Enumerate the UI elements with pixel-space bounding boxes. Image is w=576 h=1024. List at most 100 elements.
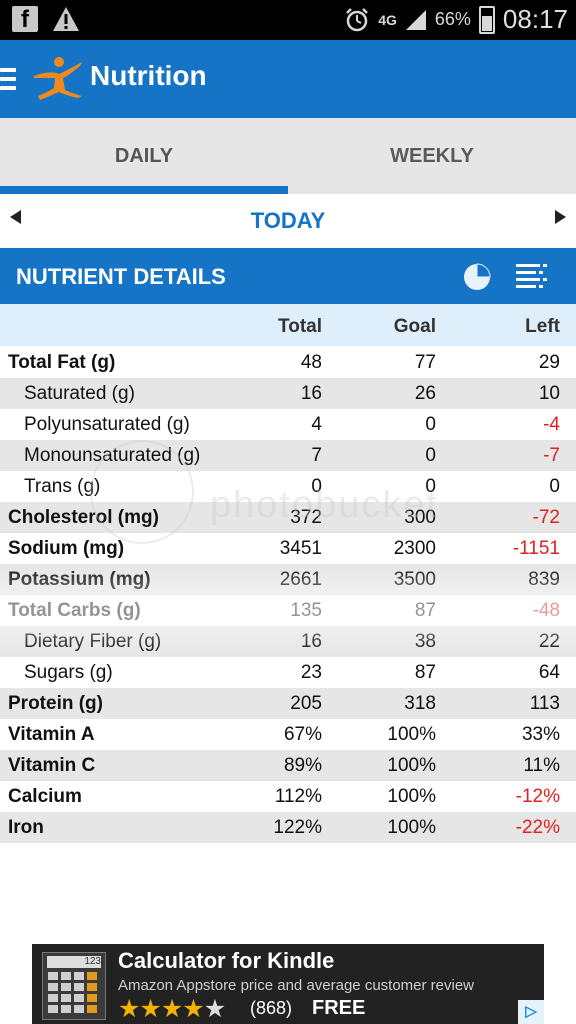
nutrient-name: Iron xyxy=(8,817,44,838)
left-value: -48 xyxy=(532,600,560,621)
table-column-header: Total Goal Left xyxy=(0,304,576,346)
ad-price: FREE xyxy=(312,997,366,1019)
table-row[interactable]: Saturated (g) 16 26 10 xyxy=(0,378,576,409)
left-value: -1151 xyxy=(512,538,560,559)
calculator-app-icon: 123 xyxy=(42,952,106,1020)
tab-daily[interactable]: DAILY xyxy=(0,118,288,194)
total-value: 372 xyxy=(290,507,322,528)
total-value: 3451 xyxy=(279,538,322,559)
goal-value: 3500 xyxy=(393,569,436,590)
star-icon: ★ xyxy=(160,995,183,1023)
nutrient-name: Dietary Fiber (g) xyxy=(24,631,162,652)
total-value: 2661 xyxy=(279,569,322,590)
table-row[interactable]: Calcium 112% 100% -12% xyxy=(0,781,576,812)
total-value: 205 xyxy=(290,693,322,714)
nutrient-name: Saturated (g) xyxy=(24,383,135,404)
star-icon: ★ xyxy=(203,995,226,1023)
table-row[interactable]: Dietary Fiber (g) 16 38 22 xyxy=(0,626,576,657)
left-value: -22% xyxy=(515,817,560,838)
table-row[interactable]: Polyunsaturated (g) 4 0 -4 xyxy=(0,409,576,440)
nutrient-name: Potassium (mg) xyxy=(8,569,151,590)
nutrient-name: Trans (g) xyxy=(24,476,101,497)
app-title: Nutrition xyxy=(90,60,207,91)
star-icon: ★ xyxy=(139,995,161,1023)
goal-value: 100% xyxy=(387,724,436,745)
ad-title: Calculator for Kindle xyxy=(118,948,335,973)
left-value: 64 xyxy=(538,662,560,683)
nutrient-name: Polyunsaturated (g) xyxy=(24,414,190,435)
goal-value: 77 xyxy=(414,352,436,373)
table-row[interactable]: Sodium (mg) 3451 2300 -1151 xyxy=(0,533,576,564)
left-value: 0 xyxy=(549,476,560,497)
column-total: Total xyxy=(278,316,322,337)
left-value: 29 xyxy=(538,352,560,373)
goal-value: 0 xyxy=(425,476,436,497)
goal-value: 100% xyxy=(387,755,436,776)
goal-value: 318 xyxy=(404,693,436,714)
total-value: 122% xyxy=(273,817,322,838)
ad-subtitle: Amazon Appstore price and average custom… xyxy=(118,977,475,994)
total-value: 16 xyxy=(300,383,322,404)
column-left: Left xyxy=(525,316,560,337)
star-icon: ★ xyxy=(118,995,140,1023)
left-value: -72 xyxy=(532,507,560,528)
nutrient-table: Total Fat (g) 48 77 29 Saturated (g) 16 26 10 Po… xyxy=(0,347,576,843)
table-row[interactable]: Total Fat (g) 48 77 29 xyxy=(0,347,576,378)
left-value: -4 xyxy=(543,414,560,435)
pie-chart-icon[interactable] xyxy=(462,262,492,292)
list-view-icon[interactable] xyxy=(516,262,548,292)
signal-icon xyxy=(405,9,426,30)
goal-value: 100% xyxy=(387,786,436,807)
tab-weekly[interactable]: WEEKLY xyxy=(288,118,576,194)
goal-value: 300 xyxy=(404,507,436,528)
total-value: 0 xyxy=(311,476,322,497)
period-tabs: DAILY WEEKLY xyxy=(0,118,576,194)
alarm-icon xyxy=(346,7,369,31)
table-row[interactable]: Iron 122% 100% -22% xyxy=(0,812,576,843)
table-row[interactable]: Protein (g) 205 318 113 xyxy=(0,688,576,719)
goal-value: 87 xyxy=(414,662,436,683)
total-value: 112% xyxy=(274,786,322,807)
next-day-arrow-icon[interactable] xyxy=(555,210,566,224)
menu-icon[interactable] xyxy=(0,68,16,90)
table-row[interactable]: Potassium (mg) 2661 3500 839 xyxy=(0,564,576,595)
table-row[interactable]: Trans (g) 0 0 0 xyxy=(0,471,576,502)
table-row[interactable]: Vitamin A 67% 100% 33% xyxy=(0,719,576,750)
goal-value: 0 xyxy=(425,445,436,466)
star-rating-icon: ★★★★★ xyxy=(118,994,226,1024)
total-value: 89% xyxy=(283,755,322,776)
left-value: -7 xyxy=(543,445,560,466)
rating-count: (868) xyxy=(250,998,293,1018)
nutrient-name: Cholesterol (mg) xyxy=(8,507,159,528)
nutrient-name: Sugars (g) xyxy=(24,662,113,683)
nutrient-name: Calcium xyxy=(8,786,82,807)
adchoices-icon[interactable]: ▷ xyxy=(518,1000,544,1024)
ad-banner[interactable]: 123 Calculator for Kindle Amazon Appstor… xyxy=(32,944,544,1024)
current-date-label[interactable]: TODAY xyxy=(250,208,326,233)
table-row[interactable]: Vitamin C 89% 100% 11% xyxy=(0,750,576,781)
date-navigation: TODAY xyxy=(0,194,576,248)
total-value: 48 xyxy=(300,352,322,373)
section-title: NUTRIENT DETAILS xyxy=(16,264,226,289)
table-row[interactable]: Sugars (g) 23 87 64 xyxy=(0,657,576,688)
battery-percent: 66% xyxy=(434,9,471,29)
star-icon: ★ xyxy=(182,995,204,1023)
facebook-notification-icon: f xyxy=(12,6,38,33)
column-goal: Goal xyxy=(393,316,436,337)
left-value: 22 xyxy=(538,631,560,652)
table-row[interactable]: Total Carbs (g) 135 87 -48 xyxy=(0,595,576,626)
nutrient-name: Vitamin A xyxy=(8,724,95,745)
total-value: 135 xyxy=(290,600,322,621)
clock: 08:17 xyxy=(502,4,568,34)
network-type: 4G xyxy=(378,11,397,28)
goal-value: 100% xyxy=(387,817,436,838)
nutrient-details-header: NUTRIENT DETAILS xyxy=(0,248,576,304)
tab-daily-label: DAILY xyxy=(114,145,174,167)
total-value: 7 xyxy=(311,445,322,466)
app-logo-icon[interactable] xyxy=(32,56,84,100)
previous-day-arrow-icon[interactable] xyxy=(10,210,21,224)
total-value: 23 xyxy=(300,662,322,683)
table-row[interactable]: Monounsaturated (g) 7 0 -7 xyxy=(0,440,576,471)
table-row[interactable]: Cholesterol (mg) 372 300 -72 xyxy=(0,502,576,533)
left-value: 839 xyxy=(528,569,560,590)
